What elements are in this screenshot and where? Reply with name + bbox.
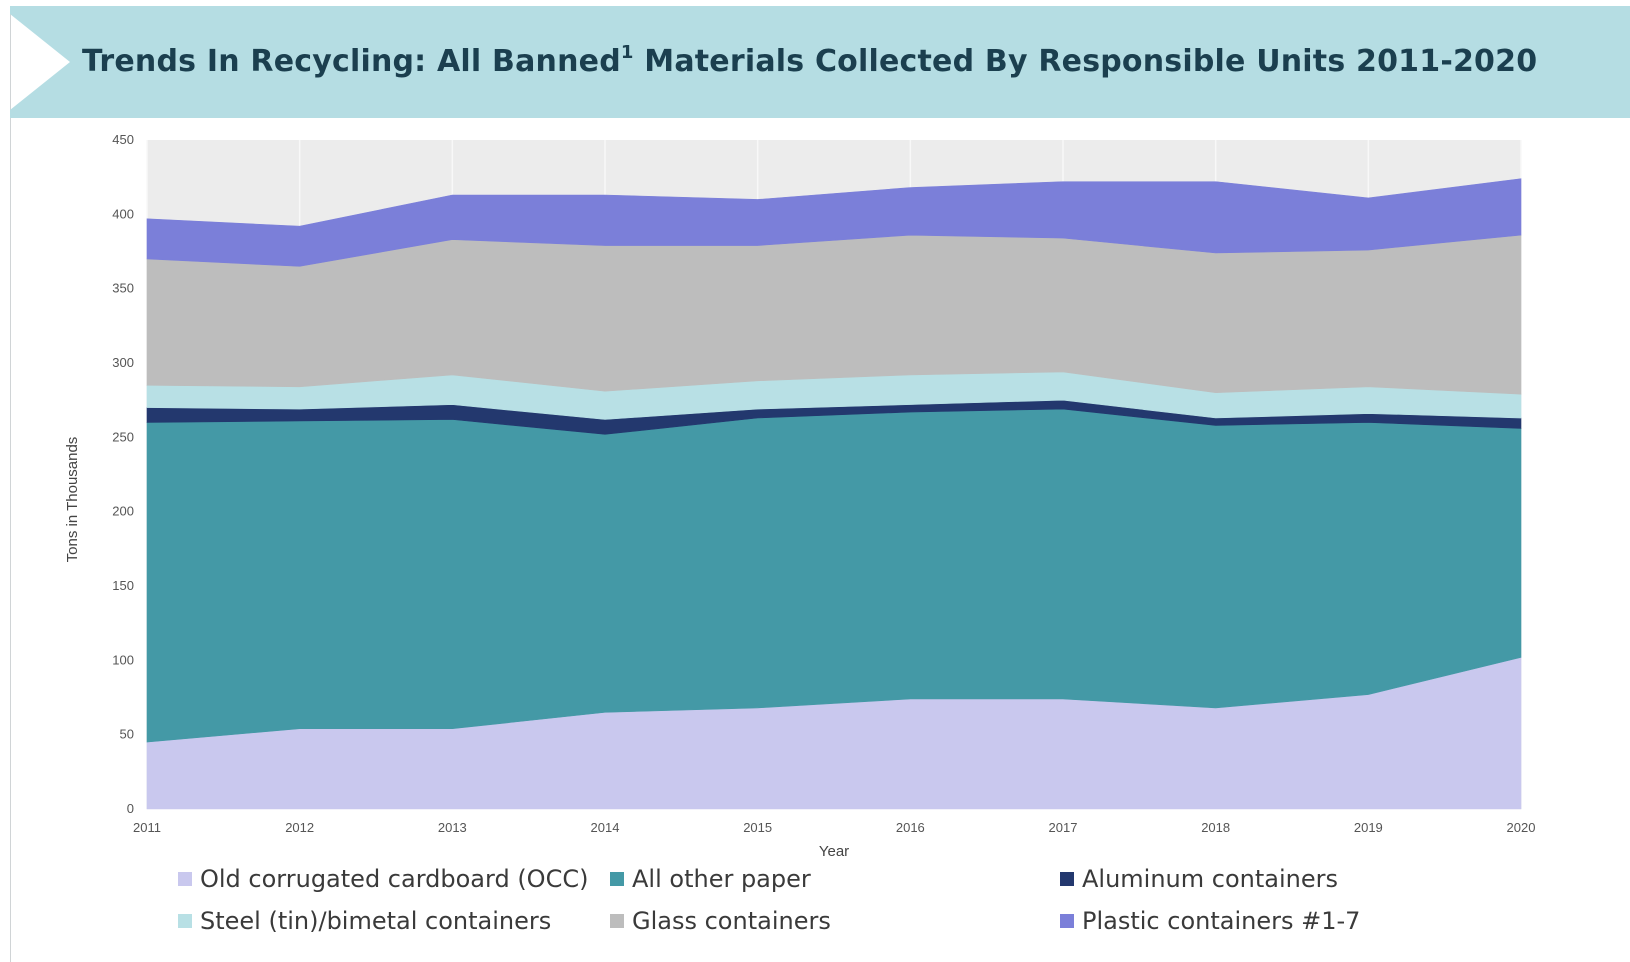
area-series-5 [146, 178, 1522, 267]
legend-label-plastic: Plastic containers #1-7 [1082, 907, 1361, 935]
banner-shape [10, 6, 1630, 118]
x-tick-label-2017: 2017 [1049, 820, 1078, 835]
legend-swatch-occ [178, 872, 192, 886]
y-tick-label-250: 250 [112, 429, 134, 444]
title-main: Trends In Recycling: All Banned [82, 44, 621, 79]
chart-legend: Old corrugated cardboard (OCC) All other… [178, 862, 1578, 952]
legend-label-aluminum: Aluminum containers [1082, 865, 1338, 893]
chart-frame [10, 8, 1630, 962]
x-tick-label-2011: 2011 [133, 820, 161, 835]
y-tick-label-0: 0 [127, 801, 134, 816]
legend-swatch-other-paper [610, 872, 624, 886]
legend-label-glass: Glass containers [632, 907, 831, 935]
y-tick-label-300: 300 [112, 355, 134, 370]
x-tick-label-2012: 2012 [285, 820, 314, 835]
legend-swatch-steel [178, 914, 192, 928]
legend-label-occ: Old corrugated cardboard (OCC) [200, 865, 589, 893]
legend-swatch-glass [610, 914, 624, 928]
title-rest: Materials Collected By Responsible Units… [633, 44, 1538, 79]
legend-swatch-aluminum [1060, 872, 1074, 886]
legend-item-occ: Old corrugated cardboard (OCC) [178, 862, 588, 896]
legend-item-other-paper: All other paper [610, 862, 811, 896]
y-tick-label-150: 150 [112, 578, 134, 593]
y-tick-label-350: 350 [112, 281, 134, 296]
area-series-1 [146, 408, 1522, 743]
x-tick-label-2019: 2019 [1354, 820, 1383, 835]
x-tick-label-2015: 2015 [743, 820, 772, 835]
x-tick-label-2014: 2014 [591, 820, 620, 835]
legend-swatch-plastic [1060, 914, 1074, 928]
legend-item-plastic: Plastic containers #1-7 [1060, 904, 1360, 938]
x-axis-title: Year [819, 843, 849, 860]
x-tick-label-2013: 2013 [438, 820, 467, 835]
y-tick-label-100: 100 [112, 652, 134, 667]
y-axis-title: Tons in Thousands [64, 437, 81, 563]
title-superscript: 1 [620, 42, 634, 63]
y-tick-label-50: 50 [120, 727, 134, 742]
legend-label-steel: Steel (tin)/bimetal containers [200, 907, 552, 935]
x-tick-label-2018: 2018 [1201, 820, 1230, 835]
chart-title: Trends In Recycling: All Banned1 Materia… [82, 42, 1622, 79]
x-tick-label-2020: 2020 [1507, 820, 1536, 835]
y-tick-label-200: 200 [112, 504, 134, 519]
area-chart: 0 50 100 150 200 250 300 350 400 450 2011 2012 2013 2… [64, 132, 1536, 860]
legend-label-other-paper: All other paper [632, 865, 811, 893]
area-series-4 [146, 234, 1522, 395]
title-banner: Trends In Recycling: All Banned1 Materia… [10, 6, 1630, 118]
legend-item-glass: Glass containers [610, 904, 831, 938]
legend-item-steel: Steel (tin)/bimetal containers [178, 904, 551, 938]
legend-item-aluminum: Aluminum containers [1060, 862, 1338, 896]
x-tick-label-2016: 2016 [896, 820, 925, 835]
y-tick-label-400: 400 [112, 206, 134, 221]
y-tick-label-450: 450 [112, 132, 134, 147]
